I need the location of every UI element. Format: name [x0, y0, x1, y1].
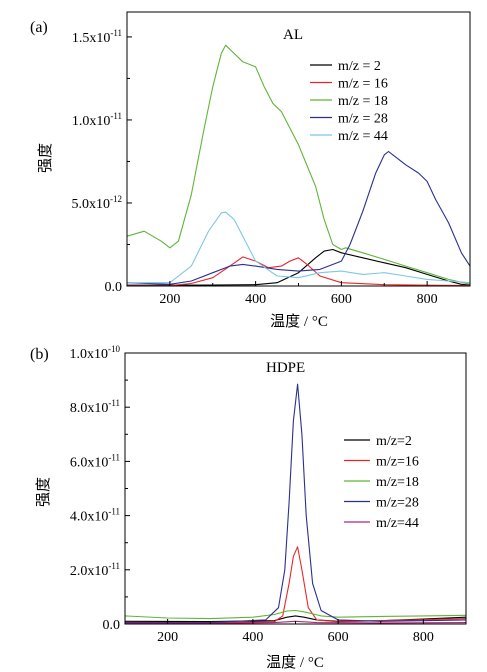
panel-b-legend-entry-1: m/z=16: [376, 455, 419, 470]
panel-a-y-tick-label: 0.0: [105, 280, 123, 295]
panel-a-x-tick-label: 800: [417, 292, 438, 307]
panel-a-x-tick-label: 400: [245, 292, 266, 307]
panel-b-series-line-3: [124, 383, 467, 624]
panel-b-legend-entry-2: m/z=18: [376, 475, 419, 490]
panel-a-y-tick-label: 1.5x10-11: [72, 28, 122, 46]
panel-b-label: (b): [30, 346, 49, 363]
panel-b-x-tick-label: 800: [413, 630, 434, 645]
panel-b-y-tick-label: 2.0x10-11: [70, 561, 120, 579]
panel-b-title: HDPE: [266, 360, 305, 376]
panel-a-series-line-4: [127, 211, 471, 284]
panel-a-series-line-0: [127, 248, 471, 286]
panel-a-x-tick-label: 200: [159, 292, 180, 307]
panel-b-x-tick-label: 600: [328, 630, 349, 645]
panel-a-series-line-2: [126, 44, 471, 285]
panel-b-y-tick-label: 0.0: [103, 618, 121, 633]
panel-a-x-tick-label: 600: [331, 292, 352, 307]
panel-a-legend: m/z = 2 m/z = 16 m/z = 18 m/z = 28 m/z = 44: [310, 59, 388, 144]
panel-b-x-tick-label: 400: [242, 630, 263, 645]
panel-a-legend-entry-3: m/z = 28: [338, 112, 388, 127]
panel-a-plot-area: [126, 44, 471, 287]
panel-a-legend-entry-4: m/z = 44: [338, 129, 388, 144]
panel-b: (b) HDPE 温度 / °C 强度 200 400 600 800 0.0 2.0x1…: [30, 344, 467, 671]
panel-a-legend-entry-1: m/z = 16: [338, 77, 388, 92]
panel-b-x-tick-label: 200: [157, 630, 178, 645]
panel-a-label: (a): [30, 19, 48, 36]
panel-b-legend-entry-4: m/z=44: [376, 516, 419, 531]
panel-a-y-tick-label: 5.0x10-12: [72, 194, 123, 212]
panel-b-legend-entry-0: m/z=2: [376, 434, 412, 449]
panel-a: (a) AL 温度 / °C 强度 200 400 600 800 0.0 5.0x10-…: [30, 11, 471, 330]
panel-b-series-line-1: [125, 546, 467, 624]
panel-a-plot-frame: [126, 11, 471, 287]
panel-b-legend-entry-3: m/z=28: [376, 496, 419, 511]
panel-a-series-line-3: [126, 150, 471, 285]
panel-a-series-line-1: [126, 256, 471, 287]
panel-b-y-tick-label: 8.0x10-11: [70, 398, 120, 416]
panel-a-title: AL: [283, 27, 303, 43]
panel-b-y-tick-label: 6.0x10-11: [70, 452, 120, 470]
panel-b-ylabel: 强度: [35, 477, 52, 507]
panel-b-xlabel: 温度 / °C: [266, 654, 324, 671]
panel-b-y-tick-label: 4.0x10-11: [70, 507, 120, 525]
panel-a-legend-entry-0: m/z = 2: [338, 59, 381, 74]
panel-a-xlabel: 温度 / °C: [270, 313, 328, 330]
panel-a-ylabel: 强度: [37, 143, 54, 173]
panel-b-legend: m/z=2 m/z=16 m/z=18 m/z=28 m/z=44: [344, 434, 419, 531]
panel-b-y-tick-label: 1.0x10-10: [70, 344, 121, 362]
panel-a-legend-entry-2: m/z = 18: [338, 94, 388, 109]
panel-b-series-line-2: [124, 609, 467, 620]
panel-a-y-tick-label: 1.0x10-11: [72, 111, 122, 129]
